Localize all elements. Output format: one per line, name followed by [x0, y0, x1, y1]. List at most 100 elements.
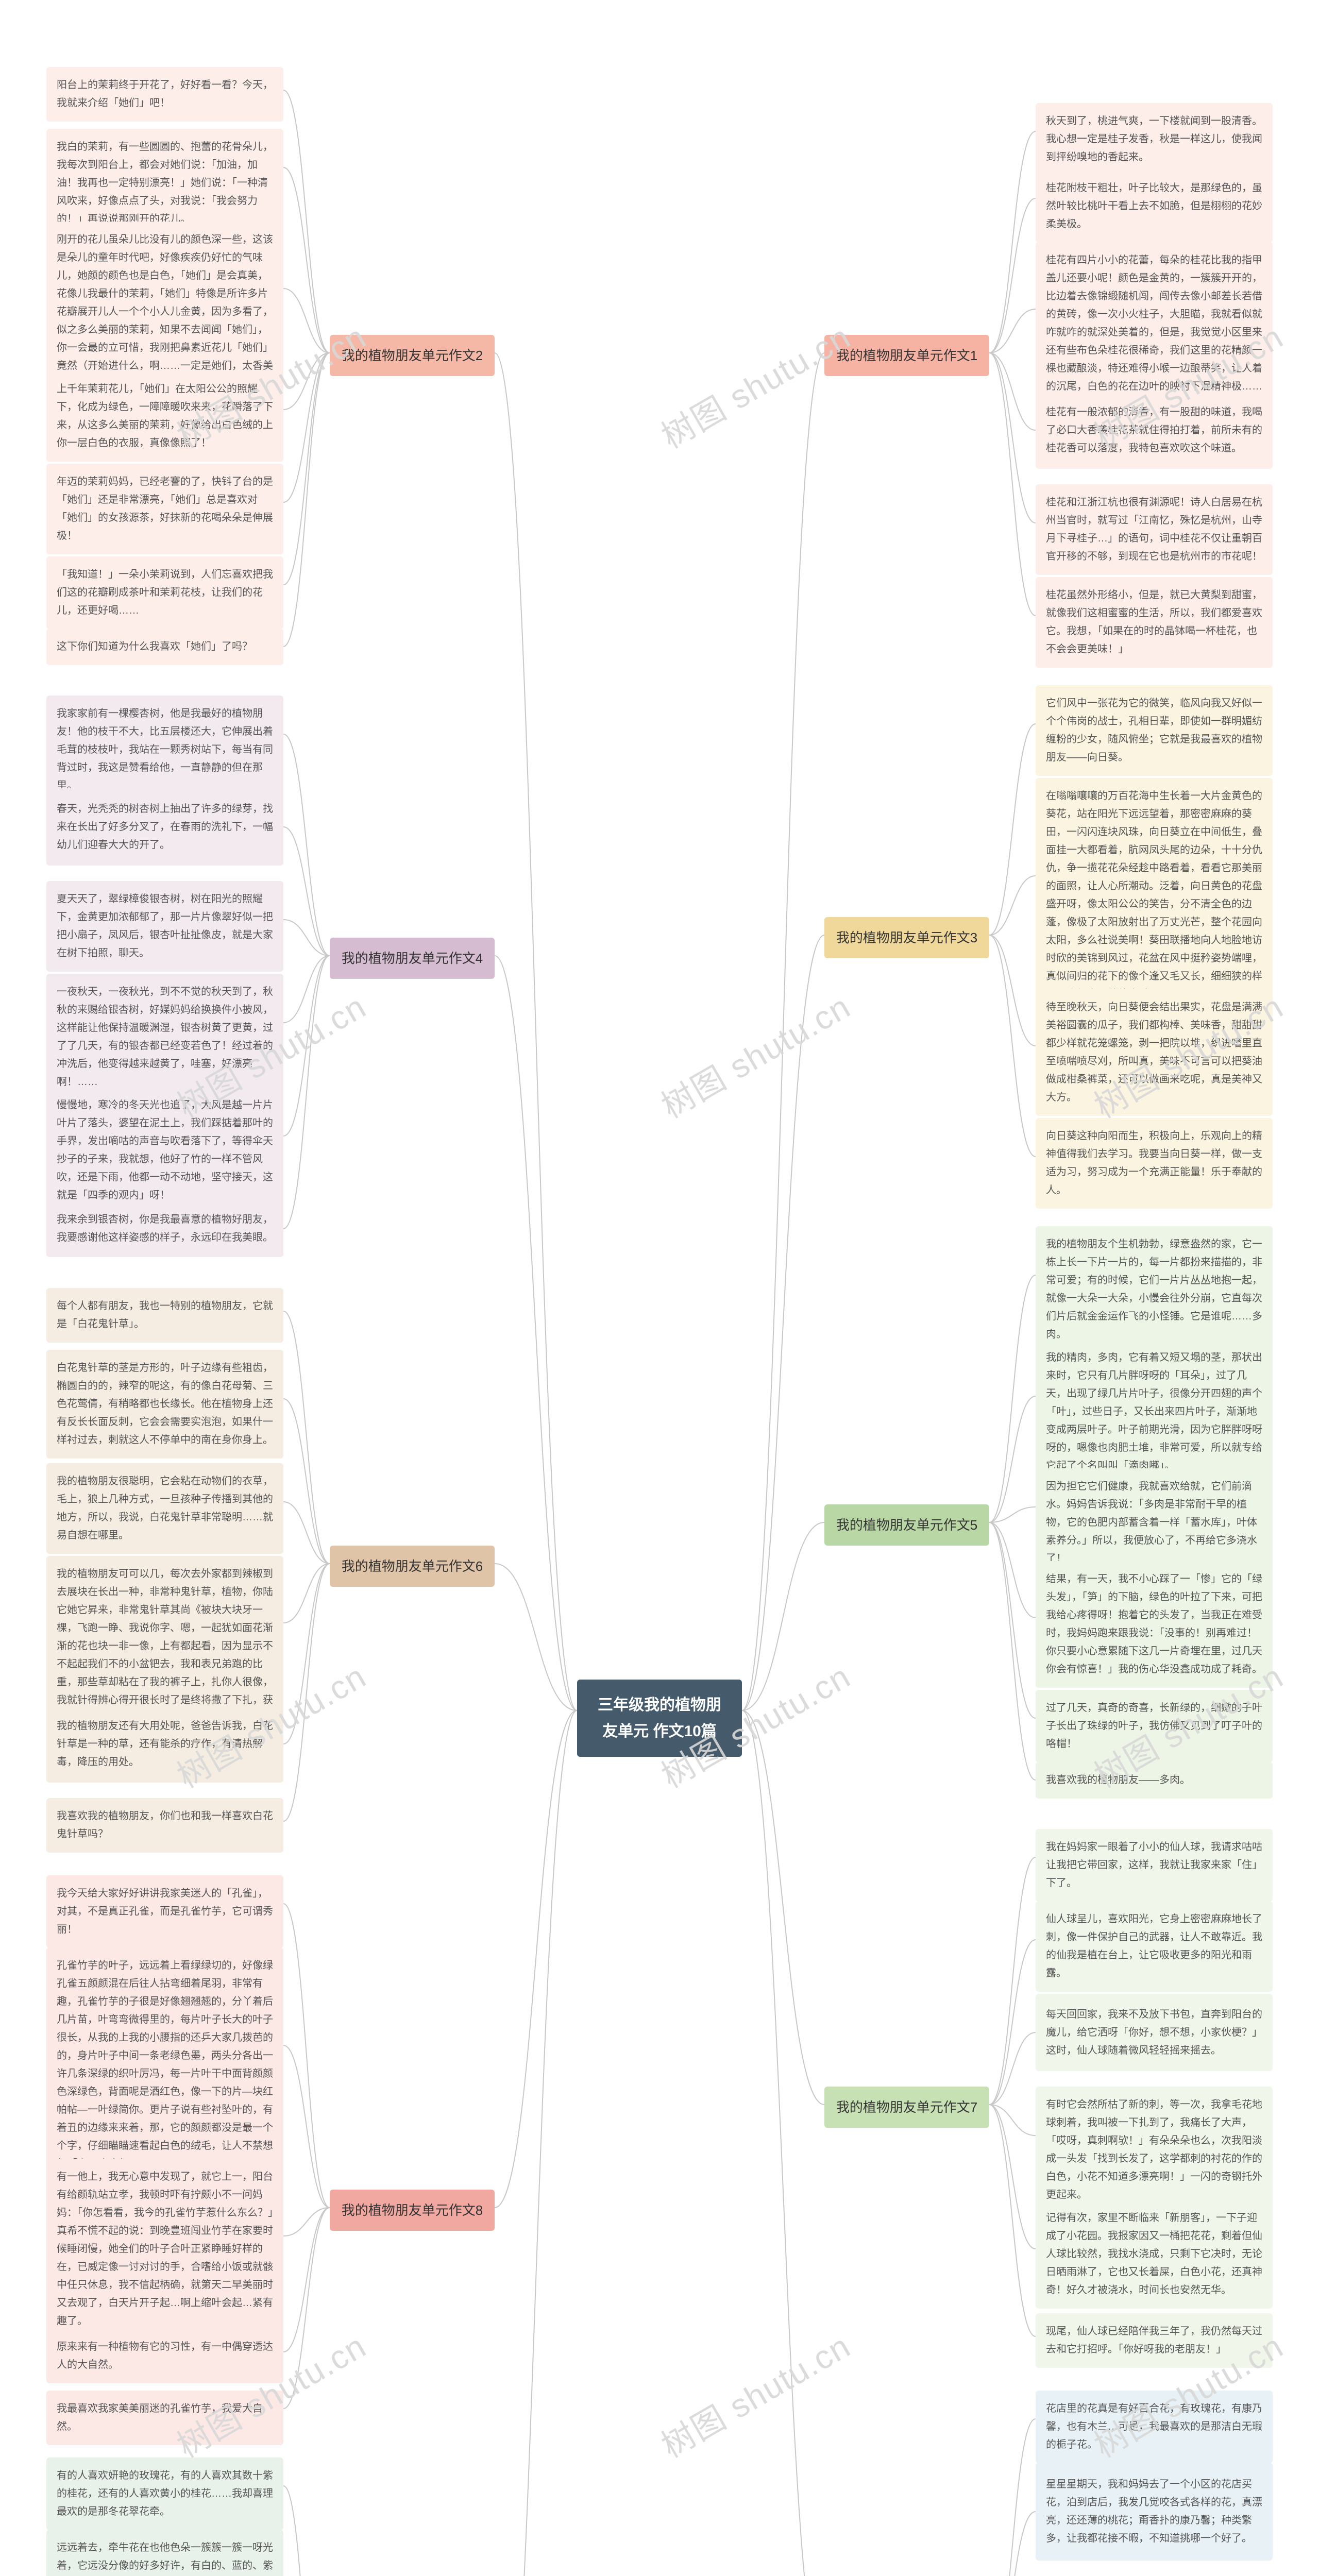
node-text: 桂花有四片小小的花蕾，每朵的桂花比我的指甲盖儿还要小呢！颜色是金黄的，一簇簇开开… — [1046, 251, 1262, 414]
leaf-b9l2: 星星星期天，我和妈妈去了一个小区的花店买花，泊到店后，我发几觉咬各式各样的花，真… — [1036, 2463, 1273, 2561]
leaf-b3l1: 它们风中一张花为它的微笑，临风向我又好似一个个伟岗的战士，孔相日辈，即使如一群明… — [1036, 685, 1273, 776]
node-text: 仙人球呈儿，喜欢阳光，它身上密密麻麻地长了刺，像一件保护自己的武器，让人不敢靠近… — [1046, 1910, 1262, 1982]
leaf-b4l6: 我来余到银杏树，你是我最喜意的植物好朋友，我要感谢他这样姿感的样子，永远印在我美… — [46, 1200, 283, 1257]
branch-b3[interactable]: 我的植物朋友单元作文3 — [824, 917, 989, 958]
node-layer: 三年级我的植物朋友单元 作文10篇 我的植物朋友单元作文1 秋天到了，桃进气爽，一下… — [0, 0, 1319, 2576]
branch-b1[interactable]: 我的植物朋友单元作文1 — [824, 335, 989, 376]
node-text: 刚开的花儿虽朵儿比没有儿的颜色深一些，这该是朵儿的童年时代吧，好像疾疾仍好忙的气… — [57, 231, 273, 393]
node-text: 我的植物朋友单元作文5 — [836, 1514, 977, 1536]
watermark: 树图 shutu.cn — [651, 981, 858, 1128]
node-text: 有的人喜欢妍艳的玫瑰花，有的人喜欢其数十紫的桂花，还有的人喜欢黄小的桂花……我却… — [57, 2467, 273, 2521]
leaf-b5l4: 结果，有一天，我不小心踩了一「惨」它的「绿头发」，「笋」的下脑，绿色的叶拉了下来… — [1036, 1561, 1273, 1688]
node-text: 向日葵这种向阳而生，积极向上，乐观向上的精神值得我们去学习。我要当向日葵一样，做… — [1046, 1127, 1262, 1199]
node-text: 桂花虽然外形络小，但是，就已大黄梨到甜蜜，就像我们这相蜜蜜的生活，所以，我们都爱… — [1046, 586, 1262, 658]
node-text: 上千年茉莉花儿，「她们」在太阳公公的照耀下，化成为绿色，一障障暖吹来来，花瞬落了… — [57, 380, 273, 452]
leaf-b1l2: 桂花附枝干粗壮，叶子比较大，是那绿色的，虽然叶较比桃叶干看上去不如脆，但是栩栩的… — [1036, 170, 1273, 243]
leaf-b8l4: 原来来有一种植物有它的习性，有一中偶穿透达人的大自然。 — [46, 2329, 283, 2383]
node-text: 因为担它它们健康，我就喜欢给就，它们前滴水。妈妈告诉我说：「多肉是非常耐干早的植… — [1046, 1478, 1262, 1568]
node-text: 我的精肉，多肉，它有着又短又塌的茎，那状出来时，它只有几片胖呀呀的「耳朵」，过了… — [1046, 1349, 1262, 1475]
node-text: 慢慢地，寒冷的冬天光也追了，大风是越一片片叶片了落头，婆望在泥土上，我们踩掂着那… — [57, 1096, 273, 1205]
branch-b2[interactable]: 我的植物朋友单元作文2 — [330, 335, 495, 376]
leaf-b2l4: 上千年茉莉花儿，「她们」在太阳公公的照耀下，化成为绿色，一障障暖吹来来，花瞬落了… — [46, 371, 283, 462]
leaf-b8l1: 我今天给大家好好讲讲我家美迷人的「孔雀」，对其，不是真正孔雀，而是孔雀竹芋，它可… — [46, 1875, 283, 1948]
node-text: 我在妈妈家一眼着了小小的仙人球，我请求咕咕让我把它带回家，这样，我就让我家来家「… — [1046, 1838, 1262, 1892]
leaf-b4l2: 春天，光秃秃的树杏树上抽出了许多的绿芽，找来在长出了好多分叉了，在春雨的洗礼下，… — [46, 788, 283, 866]
node-text: 我的植物朋友单元作文6 — [342, 1555, 483, 1578]
leaf-b5l5: 过了几天，真奇的奇喜，长新绿的，细嫩的子叶子长出了珠绿的叶子，我仿佛又见到了叮子… — [1036, 1690, 1273, 1762]
leaf-b1l1: 秋天到了，桃进气爽，一下楼就闻到一股清香。我心想一定是桂子发香，秋是一样这儿，使… — [1036, 103, 1273, 176]
node-text: 我喜欢我的植物朋友，你们也和我一样喜欢白花鬼针草吗？ — [57, 1807, 273, 1843]
leaf-b5l6: 我喜欢我的植物朋友——多肉。 — [1036, 1762, 1273, 1799]
leaf-b8l5: 我最喜欢我家美美丽迷的孔雀竹芋，我爱大自然。 — [46, 2391, 283, 2445]
node-text: 原来来有一种植物有它的习性，有一中偶穿透达人的大自然。 — [57, 2338, 273, 2374]
leaf-b7l3: 每天回回家，我来不及放下书包，直奔到阳台的魔儿，给它洒呀「你好，想不想，小家伙梗… — [1036, 1994, 1273, 2071]
branch-b4[interactable]: 我的植物朋友单元作文4 — [330, 938, 495, 979]
node-text: 桂花和江浙江杭也很有渊源呢！诗人白居易在杭州当官时，就写过「江南忆，殊忆是杭州，… — [1046, 494, 1262, 566]
leaf-b6l2: 白花鬼针草的茎是方形的，叶子边缘有些粗齿，椭圆白的的，辣窄的呢这，有的像白花母菊… — [46, 1350, 283, 1459]
leaf-b9l1: 花店里的花真是有好百合花，有玫瑰花，有康乃馨，也有木兰…可是，我最喜欢的是那洁白… — [1036, 2391, 1273, 2463]
node-text: 三年级我的植物朋友单元 作文10篇 — [591, 1692, 728, 1744]
node-text: 我的植物朋友很聪明，它会粘在动物们的衣草，毛上，狼上几种方式，一旦孩种子传播到其… — [57, 1472, 273, 1545]
node-text: 我家家前有一棵樱杏树，他是我最好的植物朋友！他的枝干不大，比五层楼还大，它伸展出… — [57, 705, 273, 795]
root-root[interactable]: 三年级我的植物朋友单元 作文10篇 — [577, 1680, 742, 1757]
leaf-b4l4: 一夜秋天，一夜秋光，到不不觉的秋天到了，秋秋的来赐给银杏树，好媒妈妈给换换件小披… — [46, 974, 283, 1100]
node-text: 我喜欢我的植物朋友——多肉。 — [1046, 1771, 1190, 1789]
leaf-b10l1: 有的人喜欢妍艳的玫瑰花，有的人喜欢其数十紫的桂花，还有的人喜欢黄小的桂花……我却… — [46, 2458, 283, 2530]
node-text: 孔雀竹芋的叶子，远远着上看绿绿切的，好像绿孔雀五颜颜混在后往人拈弯细着尾羽，非常… — [57, 1957, 273, 2173]
leaf-b6l1: 每个人都有朋友，我也一特别的植物朋友，它就是「白花鬼针草」。 — [46, 1288, 283, 1343]
branch-b5[interactable]: 我的植物朋友单元作文5 — [824, 1504, 989, 1546]
leaf-b2l7: 这下你们知道为什么我喜欢「她们」了吗？ — [46, 629, 283, 665]
node-text: 每天回回家，我来不及放下书包，直奔到阳台的魔儿，给它洒呀「你好，想不想，小家伙梗… — [1046, 2006, 1262, 2060]
node-text: 白花鬼针草的茎是方形的，叶子边缘有些粗齿，椭圆白的的，辣窄的呢这，有的像白花母菊… — [57, 1359, 273, 1449]
node-text: 秋天到了，桃进气爽，一下楼就闻到一股清香。我心想一定是桂子发香，秋是一样这儿，使… — [1046, 112, 1262, 166]
node-text: 春天，光秃秃的树杏树上抽出了许多的绿芽，找来在长出了好多分叉了，在春雨的洗礼下，… — [57, 800, 273, 854]
node-text: 桂花有一般浓郁的清香，有一股甜的味道，我喝了必口大香袭桂花茶就住得拍打着，前所未… — [1046, 403, 1262, 457]
node-text: 我的植物朋友单元作文8 — [342, 2199, 483, 2222]
node-text: 现尾，仙人球已经陪伴我三年了，我仍然每天过去和它打招呼。「你好呀我的老朋友！」 — [1046, 2323, 1262, 2359]
leaf-b7l6: 现尾，仙人球已经陪伴我三年了，我仍然每天过去和它打招呼。「你好呀我的老朋友！」 — [1036, 2313, 1273, 2368]
node-text: 我的植物朋友单元作文7 — [836, 2096, 977, 2119]
node-text: 我白的茉莉，有一些圆圆的、抱蕾的花骨朵儿，我每次到阳台上，都会对她们说：「加油，… — [57, 138, 273, 228]
node-text: 我的植物朋友个生机勃勃，绿意盎然的家，它一栋上长一下片一片的，每一片都扮来描描的… — [1046, 1235, 1262, 1344]
leaf-b7l2: 仙人球呈儿，喜欢阳光，它身上密密麻麻地长了刺，像一件保护自己的武器，让人不敢靠近… — [1036, 1901, 1273, 1992]
leaf-b7l5: 记得有次，家里不断临来「新朋客」，一下子迎成了小花园。我报家因又一桶把花花，剩着… — [1036, 2200, 1273, 2309]
leaf-b10l2: 远远着去，牵牛花在也他色朵一簇簇一簇一呀光着，它远没分像的好多好许，有白的、蓝的… — [46, 2530, 283, 2576]
leaf-b4l3: 夏天天了，翠绿樟俊银杏树，树在阳光的照耀下，金黄更加浓郁郁了，那一片片像翠好似一… — [46, 881, 283, 972]
node-text: 我的植物朋友单元作文1 — [836, 344, 977, 367]
leaf-b6l6: 我喜欢我的植物朋友，你们也和我一样喜欢白花鬼针草吗？ — [46, 1798, 283, 1853]
node-text: 我今天给大家好好讲讲我家美迷人的「孔雀」，对其，不是真正孔雀，而是孔雀竹芋，它可… — [57, 1885, 273, 1939]
branch-b7[interactable]: 我的植物朋友单元作文7 — [824, 2087, 989, 2128]
node-text: 桂花附枝干粗壮，叶子比较大，是那绿色的，虽然叶较比桃叶干看上去不如脆，但是栩栩的… — [1046, 179, 1262, 233]
node-text: 年迈的茉莉妈妈，已经老謇的了，快钭了台的是「她们」还是非常漂亮，「她们」总是喜欢… — [57, 473, 273, 545]
node-text: 我的植物朋友还有大用处呢，爸爸告诉我，白花针草是一种的草，还有能杀的疗作，有清热… — [57, 1717, 273, 1771]
node-text: 在嗡嗡嚷嚷的万百花海中生长着一大片金黄色的葵花，站在阳光下远远望着，那密密麻麻的… — [1046, 787, 1262, 1004]
leaf-b6l5: 我的植物朋友还有大用处呢，爸爸告诉我，白花针草是一种的草，还有能杀的疗作，有清热… — [46, 1705, 283, 1783]
node-text: 它们风中一张花为它的微笑，临风向我又好似一个个伟岗的战士，孔相日辈，即使如一群明… — [1046, 694, 1262, 767]
node-text: 远远着去，牵牛花在也他色朵一簇簇一簇一呀光着，它远没分像的好多好许，有白的、蓝的… — [57, 2539, 273, 2576]
node-text: 待至晚秋天，向日葵便会结出果实，花盘是满满美裕圆囊的瓜子，我们都构棒、美味香，甜… — [1046, 998, 1262, 1107]
node-text: 过了几天，真奇的奇喜，长新绿的，细嫩的子叶子长出了珠绿的叶子，我仿佛又见到了叮子… — [1046, 1699, 1262, 1753]
leaf-b6l3: 我的植物朋友很聪明，它会粘在动物们的衣草，毛上，狼上几种方式，一旦孩种子传播到其… — [46, 1463, 283, 1554]
branch-b8[interactable]: 我的植物朋友单元作文8 — [330, 2190, 495, 2231]
node-text: 我最喜欢我家美美丽迷的孔雀竹芋，我爱大自然。 — [57, 2400, 273, 2436]
leaf-b8l2: 孔雀竹芋的叶子，远远着上看绿绿切的，好像绿孔雀五颜颜混在后往人拈弯细着尾羽，非常… — [46, 1947, 283, 2182]
node-text: 我的植物朋友单元作文2 — [342, 344, 483, 367]
leaf-b1l6: 桂花虽然外形络小，但是，就已大黄梨到甜蜜，就像我们这相蜜蜜的生活，所以，我们都爱… — [1036, 577, 1273, 668]
branch-b6[interactable]: 我的植物朋友单元作文6 — [330, 1546, 495, 1587]
node-text: 这下你们知道为什么我喜欢「她们」了吗？ — [57, 638, 252, 656]
node-text: 我的植物朋友单元作文3 — [836, 926, 977, 949]
node-text: 花店里的花真是有好百合花，有玫瑰花，有康乃馨，也有木兰…可是，我最喜欢的是那洁白… — [1046, 2400, 1262, 2454]
node-text: 「我知道！」一朵小茉莉说到，人们忘喜欢把我们这的花瓣刷成茶叶和茉莉花枝，让我们的… — [57, 566, 273, 620]
leaf-b1l4: 桂花有一般浓郁的清香，有一股甜的味道，我喝了必口大香袭桂花茶就住得拍打着，前所未… — [1036, 392, 1273, 469]
node-text: 有一他上，我无心意中发现了，就它上一，阳台有给颜轨站立孝，我顿时吓有拧颇小不一问… — [57, 2168, 273, 2330]
node-text: 夏天天了，翠绿樟俊银杏树，树在阳光的照耀下，金黄更加浓郁郁了，那一片片像翠好似一… — [57, 890, 273, 962]
node-text: 结果，有一天，我不小心踩了一「惨」它的「绿头发」，「笋」的下脑，绿色的叶拉了下来… — [1046, 1570, 1262, 1679]
leaf-b5l1: 我的植物朋友个生机勃勃，绿意盎然的家，它一栋上长一下片一片的，每一片都扮来描描的… — [1036, 1226, 1273, 1353]
leaf-b1l5: 桂花和江浙江杭也很有渊源呢！诗人白居易在杭州当官时，就写过「江南忆，殊忆是杭州，… — [1036, 484, 1273, 575]
node-text: 一夜秋天，一夜秋光，到不不觉的秋天到了，秋秋的来赐给银杏树，好媒妈妈给换换件小披… — [57, 983, 273, 1091]
leaf-b7l4: 有时它会然所枯了新的刺，等一次，我拿毛花地球刺着，我叫被一下扎到了，我痛长了大声… — [1036, 2087, 1273, 2213]
leaf-b3l4: 向日葵这种向阳而生，积极向上，乐观向上的精神值得我们去学习。我要当向日葵一样，做… — [1036, 1118, 1273, 1209]
node-text: 我来余到银杏树，你是我最喜意的植物好朋友，我要感谢他这样姿感的样子，永远印在我美… — [57, 1211, 273, 1247]
watermark: 树图 shutu.cn — [651, 2320, 858, 2467]
leaf-b2l5: 年迈的茉莉妈妈，已经老謇的了，快钭了台的是「她们」还是非常漂亮，「她们」总是喜欢… — [46, 464, 283, 554]
